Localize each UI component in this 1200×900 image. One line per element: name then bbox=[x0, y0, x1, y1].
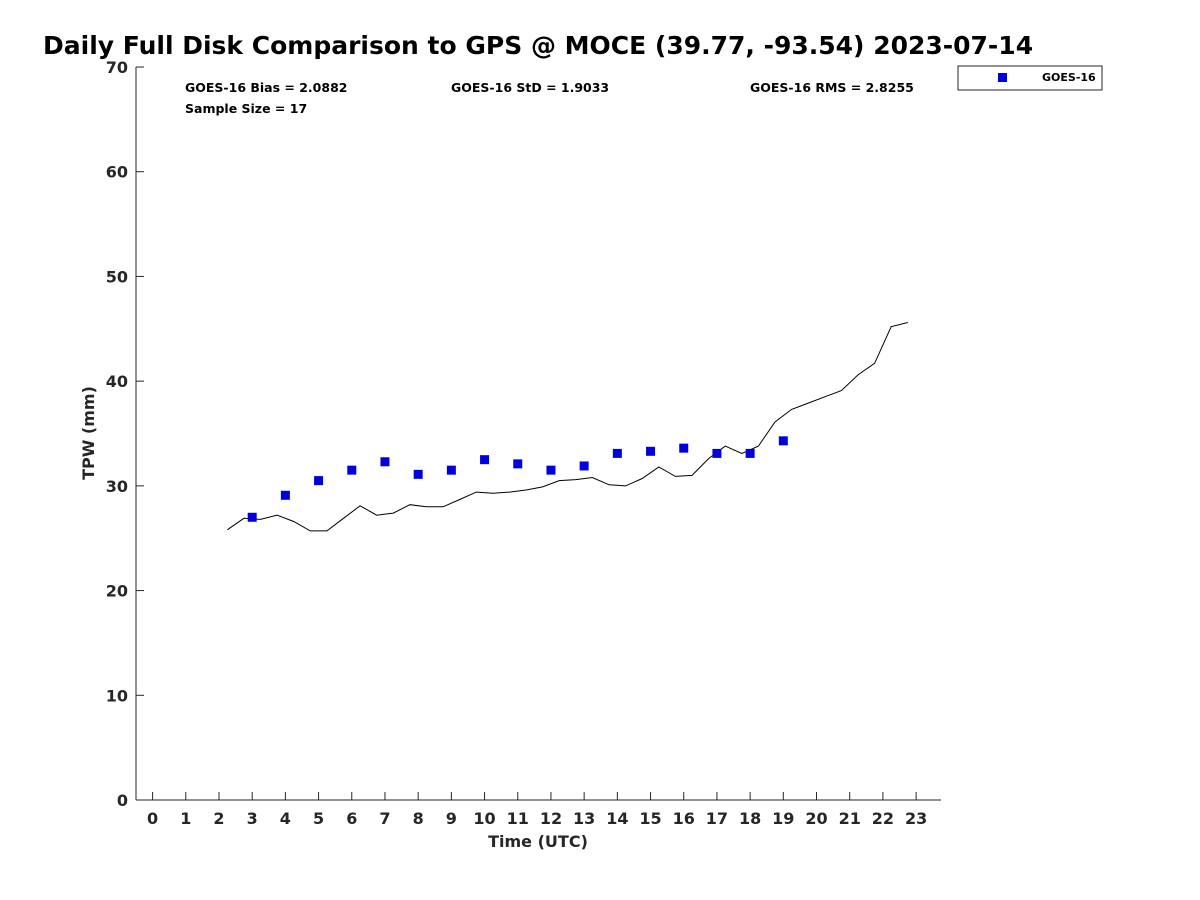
y-tick-label: 70 bbox=[106, 58, 128, 77]
x-tick-label: 4 bbox=[280, 809, 291, 828]
x-tick-label: 0 bbox=[147, 809, 158, 828]
x-tick-label: 23 bbox=[905, 809, 927, 828]
x-tick-label: 21 bbox=[839, 809, 861, 828]
y-tick-label: 30 bbox=[106, 477, 128, 496]
x-tick-label: 10 bbox=[473, 809, 495, 828]
goes16-point bbox=[280, 490, 290, 500]
sample-size-stat: Sample Size = 17 bbox=[185, 101, 307, 116]
y-tick-label: 40 bbox=[106, 372, 128, 391]
y-tick-label: 50 bbox=[106, 267, 128, 286]
rms-stat: GOES-16 RMS = 2.8255 bbox=[750, 80, 914, 95]
goes16-point bbox=[513, 459, 523, 469]
x-tick-label: 8 bbox=[413, 809, 424, 828]
x-tick-label: 22 bbox=[872, 809, 894, 828]
x-tick-label: 9 bbox=[446, 809, 457, 828]
goes16-point bbox=[546, 465, 556, 475]
y-tick-label: 10 bbox=[106, 686, 128, 705]
legend-label-goes16: GOES-16 bbox=[1042, 71, 1096, 84]
x-tick-label: 14 bbox=[606, 809, 628, 828]
y-tick-label: 60 bbox=[106, 163, 128, 182]
x-tick-label: 13 bbox=[573, 809, 595, 828]
y-tick-label: 0 bbox=[117, 791, 128, 810]
chart-title: Daily Full Disk Comparison to GPS @ MOCE… bbox=[43, 31, 1033, 60]
x-tick-label: 7 bbox=[379, 809, 390, 828]
y-tick-label: 20 bbox=[106, 582, 128, 601]
x-axis-label: Time (UTC) bbox=[488, 832, 588, 851]
legend: GOES-16 bbox=[957, 65, 1103, 91]
goes16-point bbox=[646, 446, 656, 456]
x-tick-label: 1 bbox=[180, 809, 191, 828]
goes16-point bbox=[745, 448, 755, 458]
x-tick-label: 11 bbox=[507, 809, 529, 828]
goes16-series-points bbox=[247, 436, 788, 522]
y-ticks: 0 10 20 30 40 50 60 70 bbox=[106, 58, 144, 810]
x-ticks: 0 1 2 3 4 5 6 7 8 9 10 11 12 13 14 15 16 17 18 19 20 21 22 23 bbox=[147, 792, 927, 828]
x-tick-label: 18 bbox=[739, 809, 761, 828]
x-tick-label: 5 bbox=[313, 809, 324, 828]
x-tick-label: 17 bbox=[706, 809, 728, 828]
x-tick-label: 19 bbox=[772, 809, 794, 828]
goes16-point bbox=[480, 455, 490, 465]
goes16-point bbox=[314, 476, 324, 486]
goes16-point bbox=[679, 443, 689, 453]
goes16-point bbox=[778, 436, 788, 446]
goes16-point bbox=[579, 461, 589, 471]
y-axis-label: TPW (mm) bbox=[79, 386, 98, 480]
bias-stat: GOES-16 Bias = 2.0882 bbox=[185, 80, 347, 95]
gps-series-line bbox=[227, 322, 908, 532]
goes16-point bbox=[446, 465, 456, 475]
x-tick-label: 20 bbox=[805, 809, 827, 828]
x-tick-label: 12 bbox=[540, 809, 562, 828]
goes16-point bbox=[247, 512, 257, 522]
legend-box bbox=[957, 65, 1103, 91]
x-tick-label: 2 bbox=[213, 809, 224, 828]
x-tick-label: 16 bbox=[673, 809, 695, 828]
goes16-point bbox=[347, 465, 357, 475]
legend-marker bbox=[998, 73, 1007, 82]
goes16-point bbox=[380, 457, 390, 467]
goes16-point bbox=[612, 448, 622, 458]
x-tick-label: 3 bbox=[247, 809, 258, 828]
std-stat: GOES-16 StD = 1.9033 bbox=[451, 80, 609, 95]
x-tick-label: 15 bbox=[639, 809, 661, 828]
goes16-point bbox=[413, 469, 423, 479]
x-tick-label: 6 bbox=[346, 809, 357, 828]
goes16-point bbox=[712, 448, 722, 458]
